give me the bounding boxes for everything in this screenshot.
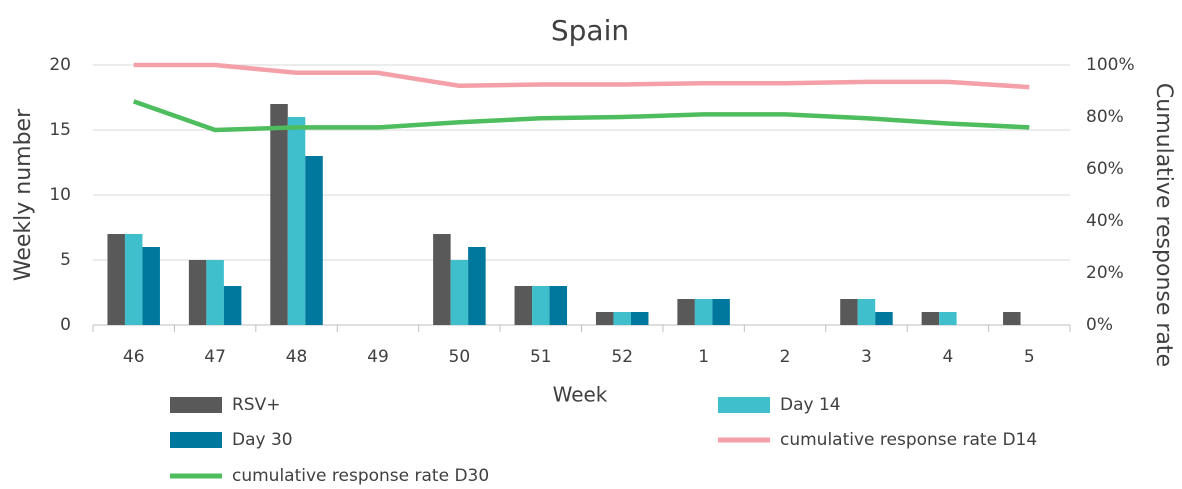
- x-tick-label: 46: [123, 347, 145, 367]
- bar: [270, 104, 288, 325]
- bar: [1003, 312, 1021, 325]
- y2-tick-label: 80%: [1086, 107, 1124, 127]
- x-axis-label: Week: [553, 383, 608, 407]
- bar: [468, 247, 486, 325]
- x-tick-label: 1: [698, 347, 709, 367]
- legend-swatch: [170, 397, 222, 413]
- y-tick-label: 0: [60, 315, 71, 335]
- x-tick-label: 52: [611, 347, 633, 367]
- legend-label: cumulative response rate D14: [780, 430, 1037, 450]
- x-tick-label: 50: [449, 347, 471, 367]
- bar: [613, 312, 631, 325]
- x-tick-label: 5: [1024, 347, 1035, 367]
- bar: [305, 156, 323, 325]
- bar: [287, 117, 306, 325]
- legend-label: RSV+: [232, 395, 280, 415]
- legend-label: Day 14: [780, 395, 841, 415]
- bar: [921, 312, 940, 325]
- bar: [549, 286, 568, 325]
- y-tick-label: 5: [60, 250, 71, 270]
- bar: [223, 286, 242, 325]
- y-tick-label: 15: [49, 120, 71, 140]
- bar: [124, 234, 143, 325]
- x-tick-label: 51: [530, 347, 552, 367]
- bar: [107, 234, 125, 325]
- y2-tick-label: 20%: [1086, 263, 1124, 283]
- legend-label: cumulative response rate D30: [232, 466, 489, 486]
- bar: [595, 312, 614, 325]
- legend-swatch: [170, 432, 222, 448]
- bar: [875, 312, 893, 325]
- bar: [188, 260, 207, 325]
- x-tick-label: 47: [204, 347, 226, 367]
- bar: [857, 299, 876, 325]
- legend-swatch: [718, 397, 770, 413]
- chart-title: Spain: [551, 14, 629, 47]
- bar: [142, 247, 160, 325]
- bar: [514, 286, 533, 325]
- y2-tick-label: 60%: [1086, 159, 1124, 179]
- line: [132, 99, 1030, 133]
- bar: [840, 299, 858, 325]
- bar: [450, 260, 469, 325]
- x-tick-label: 48: [286, 347, 308, 367]
- bar: [206, 260, 224, 325]
- line: [133, 62, 1030, 90]
- bar: [694, 299, 713, 325]
- x-tick-label: 49: [367, 347, 389, 367]
- y-tick-label: 10: [49, 185, 71, 205]
- x-tick-label: 3: [861, 347, 872, 367]
- y2-tick-label: 0%: [1086, 315, 1113, 335]
- bar: [712, 299, 730, 325]
- bar: [677, 299, 695, 325]
- bar: [532, 286, 550, 325]
- y-axis-label: Weekly number: [11, 108, 36, 281]
- bar: [433, 234, 451, 325]
- y-tick-label: 20: [49, 55, 71, 75]
- y2-tick-label: 100%: [1086, 55, 1135, 75]
- x-tick-label: 2: [780, 347, 791, 367]
- bar: [630, 312, 649, 325]
- bar: [939, 312, 957, 325]
- y2-tick-label: 40%: [1086, 211, 1124, 231]
- legend-label: Day 30: [232, 430, 293, 450]
- y2-axis-label: Cumulative response rate: [1151, 83, 1176, 367]
- x-tick-label: 4: [942, 347, 953, 367]
